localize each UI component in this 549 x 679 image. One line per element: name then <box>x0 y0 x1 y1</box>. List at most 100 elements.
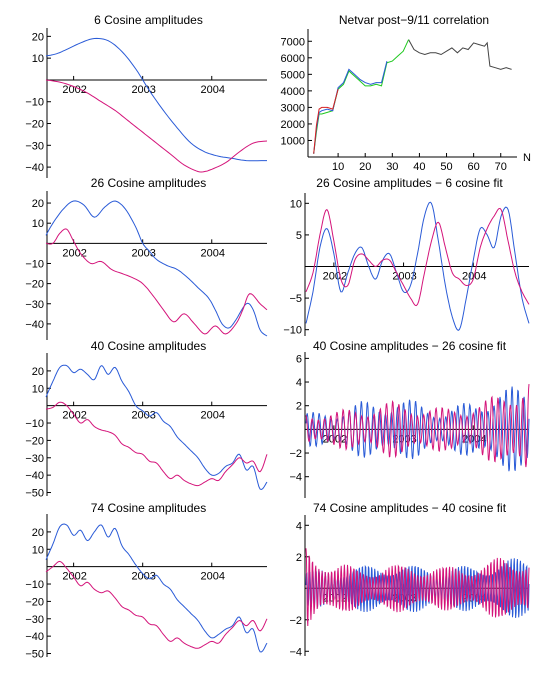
series-line-gray <box>408 39 512 70</box>
x-tick-label: 2004 <box>201 571 225 583</box>
y-tick-label: 20 <box>32 31 44 43</box>
series-line-blue <box>305 201 530 332</box>
y-tick-label: −2 <box>289 448 302 460</box>
chart-title: 6 Cosine amplitudes <box>94 13 203 27</box>
x-tick-label: 2003 <box>131 571 155 583</box>
chart-panel-p7: 74 Cosine amplitudes 20 10 −10 −20 −30 −40 −50 2… <box>25 501 268 661</box>
series-line-blue <box>313 60 388 154</box>
y-tick-label: −10 <box>25 97 44 109</box>
chart-panel-p5: 40 Cosine amplitudes 20 10 −10 −20 −30 −40 −50 2… <box>25 339 268 500</box>
x-axis-label: N <box>523 152 531 164</box>
y-tick-label: −10 <box>25 579 44 591</box>
chart-panel-p6: 40 Cosine amplitudes − 26 cosine fit 6 4 2 −… <box>289 339 530 498</box>
y-tick-label: 2000 <box>281 119 305 131</box>
series-line-blue <box>45 364 268 491</box>
x-tick-label: 2004 <box>201 410 225 422</box>
y-tick-label: 10 <box>32 53 44 65</box>
y-tick-label: 20 <box>32 366 44 378</box>
y-tick-label: 10 <box>290 198 302 210</box>
series-line-magenta <box>305 207 530 307</box>
x-tick-label: 30 <box>386 161 398 173</box>
chart-title: 26 Cosine amplitudes − 6 cosine fit <box>316 176 503 190</box>
x-tick-label: 2002 <box>62 84 86 96</box>
y-tick-label: 20 <box>32 198 44 210</box>
series-line-magenta <box>45 560 268 649</box>
chart-panel-p8: 74 Cosine amplitudes − 40 cosine fit 4 2 −2… <box>289 501 530 658</box>
y-tick-label: 10 <box>32 218 44 230</box>
chart-title: Netvar post−9/11 correlation <box>339 13 489 27</box>
y-tick-label: −2 <box>289 615 302 627</box>
y-tick-label: 20 <box>32 527 44 539</box>
chart-panel-p3: 26 Cosine amplitudes 20 10 −10 −20 −30 −40 2002… <box>25 176 268 340</box>
y-tick-label: 4000 <box>281 86 305 98</box>
series-line-magenta <box>45 79 268 173</box>
series-line-magenta <box>305 548 530 627</box>
y-tick-label: −4 <box>289 646 302 658</box>
series-line-blue <box>45 37 267 162</box>
y-tick-label: 10 <box>32 544 44 556</box>
x-tick-label: 2003 <box>131 84 155 96</box>
series-line-magenta <box>45 401 268 487</box>
chart-title: 40 Cosine amplitudes − 26 cosine fit <box>313 339 507 353</box>
chart-title: 74 Cosine amplitudes <box>91 501 206 515</box>
y-tick-label: 2 <box>296 552 302 564</box>
y-tick-label: 6 <box>296 353 302 365</box>
x-tick-label: 2003 <box>131 410 155 422</box>
x-tick-label: 2002 <box>323 592 347 604</box>
chart-title: 74 Cosine amplitudes − 40 cosine fit <box>313 501 507 515</box>
x-tick-label: 2004 <box>201 247 225 259</box>
y-tick-label: 2 <box>296 401 302 413</box>
series-line-magenta <box>45 228 268 335</box>
y-tick-label: −4 <box>289 472 302 484</box>
chart-title: 26 Cosine amplitudes <box>91 176 206 190</box>
x-tick-label: 2003 <box>131 247 155 259</box>
y-tick-label: −10 <box>25 418 44 430</box>
y-tick-label: 4 <box>296 520 302 532</box>
chart-panel-p4: 26 Cosine amplitudes − 6 cosine fit 10 5 −5… <box>283 176 530 337</box>
y-tick-label: −40 <box>25 319 44 331</box>
x-tick-label: 10 <box>332 161 344 173</box>
y-tick-label: 7000 <box>281 36 305 48</box>
chart-panel-p1: 6 Cosine amplitudes 20 10 −10 −20 −30 −40 2002 2… <box>25 13 268 178</box>
y-tick-label: −30 <box>25 299 44 311</box>
y-tick-label: −20 <box>25 596 44 608</box>
series-line-blue <box>45 523 268 653</box>
x-tick-label: 2002 <box>62 247 86 259</box>
y-tick-label: −10 <box>25 258 44 270</box>
y-tick-label: −30 <box>25 453 44 465</box>
y-tick-label: 6000 <box>281 53 305 65</box>
chart-panel-p2: Netvar post−9/11 correlation 1000 2000 3000… <box>281 13 531 173</box>
y-tick-label: 3000 <box>281 102 305 114</box>
y-tick-label: −20 <box>25 435 44 447</box>
y-tick-label: −50 <box>25 488 44 500</box>
y-tick-label: −20 <box>25 119 44 131</box>
y-tick-label: 10 <box>32 383 44 395</box>
y-tick-label: −50 <box>25 649 44 661</box>
series-line-blue <box>45 200 268 337</box>
y-tick-label: 5 <box>296 230 302 242</box>
y-tick-label: −30 <box>25 614 44 626</box>
series-line-red <box>313 89 339 154</box>
y-tick-label: −30 <box>25 140 44 152</box>
y-tick-label: −40 <box>25 631 44 643</box>
y-tick-label: −10 <box>283 325 302 337</box>
y-tick-label: 1000 <box>281 135 305 147</box>
series-line-green <box>313 39 410 154</box>
x-tick-label: 2002 <box>323 271 347 283</box>
y-tick-label: 4 <box>296 377 302 389</box>
y-tick-label: −5 <box>289 293 302 305</box>
x-tick-label: 2004 <box>201 84 225 96</box>
y-tick-label: −40 <box>25 470 44 482</box>
series-line-magenta <box>305 384 530 468</box>
y-tick-label: −20 <box>25 279 44 291</box>
series-line-blue <box>305 386 530 472</box>
x-tick-label: 20 <box>359 161 371 173</box>
x-tick-label: 40 <box>413 161 425 173</box>
x-tick-label: 70 <box>495 161 507 173</box>
y-tick-label: −40 <box>25 162 44 174</box>
x-tick-label: 50 <box>440 161 452 173</box>
y-tick-label: 5000 <box>281 69 305 81</box>
x-tick-label: 2002 <box>62 571 86 583</box>
chart-title: 40 Cosine amplitudes <box>91 339 206 353</box>
